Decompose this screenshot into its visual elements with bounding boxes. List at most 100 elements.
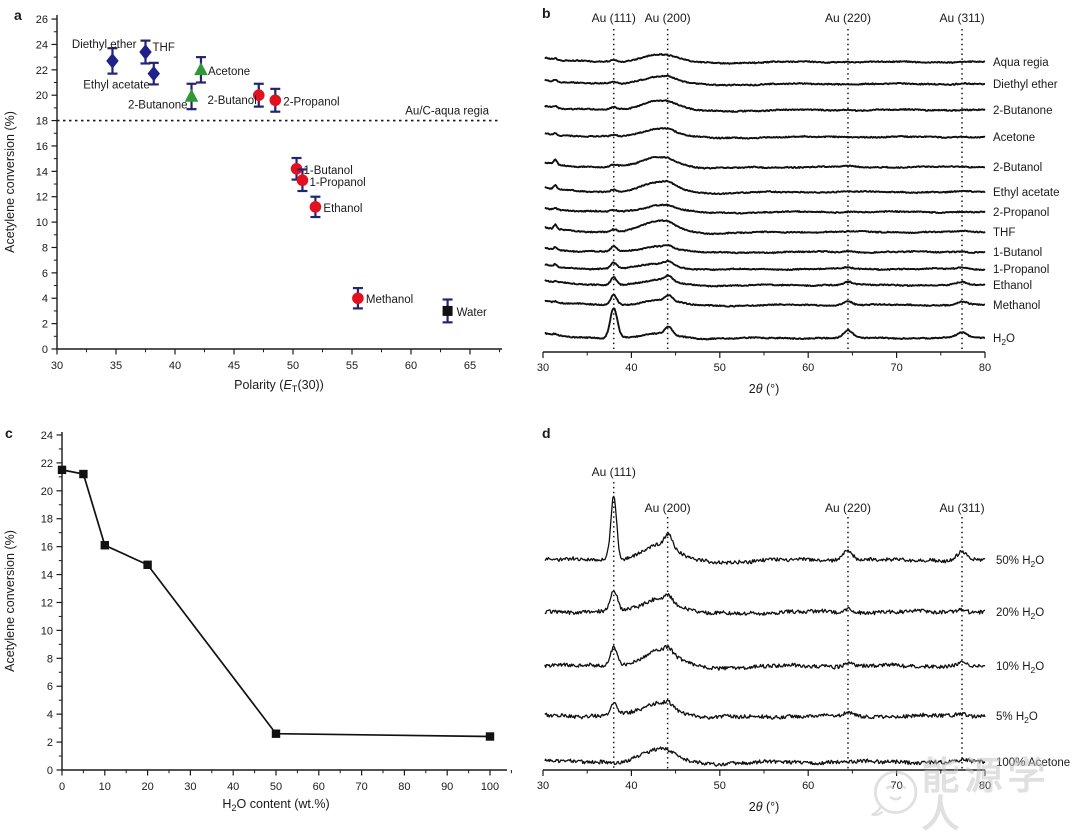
xrd-trace-10-h-o: 10% H2O xyxy=(544,645,1044,675)
x-tick-label: 80 xyxy=(979,362,991,374)
trace-label: Diethyl ether xyxy=(993,79,1058,91)
panel-label-d: d xyxy=(542,425,551,441)
x-axis-label: 2θ (°) xyxy=(749,382,780,396)
x-tick-label: 30 xyxy=(51,360,63,372)
y-tick-label: 18 xyxy=(41,514,53,526)
peak-annotation-label: Au (200) xyxy=(645,501,691,515)
xrd-trace-100-acetone: 100% Acetone xyxy=(544,746,1070,769)
x-tick-label: 35 xyxy=(110,360,122,372)
x-axis-label: H2O content (wt.%) xyxy=(222,797,329,813)
xrd-trace-aqua-regia: Aqua regia xyxy=(544,53,1049,69)
trace-label: 10% H2O xyxy=(996,661,1044,675)
x-tick-label: 100 xyxy=(481,781,499,793)
y-tick-label: 22 xyxy=(36,65,48,77)
y-tick-label: 24 xyxy=(41,430,53,442)
data-point-methanol: Methanol xyxy=(352,286,413,310)
x-tick-label: 90 xyxy=(441,781,453,793)
peak-annotation-label: Au (200) xyxy=(645,11,691,25)
peak-annotation-label: Au (311) xyxy=(939,501,984,515)
xrd-trace-2-butanol: 2-Butanol xyxy=(544,155,1042,174)
x-tick-label: 60 xyxy=(313,781,325,793)
data-point-100 xyxy=(485,732,495,741)
y-tick-label: 10 xyxy=(36,217,48,229)
y-tick-label: 22 xyxy=(41,458,53,470)
point-label: Acetone xyxy=(208,66,250,78)
xrd-trace-5-h-o: 5% H2O xyxy=(544,699,1038,725)
data-point-water: Water xyxy=(442,298,487,324)
x-tick-label: 65 xyxy=(464,360,476,372)
x-tick-label: 30 xyxy=(184,781,196,793)
point-label: 1-Butanol xyxy=(304,165,353,177)
marker-circle xyxy=(269,94,282,107)
x-tick-label: 55 xyxy=(346,360,358,372)
y-tick-label: 24 xyxy=(36,39,48,51)
point-label: THF xyxy=(153,42,175,54)
trace-label: 2-Propanol xyxy=(993,207,1049,219)
data-point-20 xyxy=(143,560,152,569)
data-line xyxy=(61,469,491,738)
x-tick-label: 60 xyxy=(802,780,814,792)
y-tick-label: 26 xyxy=(36,14,48,26)
x-tick-label: 80 xyxy=(979,780,991,792)
panel-b-xrd-chart: b Au (111) Au (200) Au (220) Au (311) 30 40 50 6… xyxy=(537,5,1060,396)
panel-label-a: a xyxy=(14,7,22,23)
x-tick-label: 30 xyxy=(537,780,549,792)
trace-label: Ethanol xyxy=(993,280,1032,292)
data-point-diethyl-ether: Diethyl ether xyxy=(72,39,137,75)
point-label: Methanol xyxy=(366,294,413,306)
trace-label: 50% H2O xyxy=(996,555,1044,569)
x-tick-label: 60 xyxy=(405,360,417,372)
trace-label: 5% H2O xyxy=(996,711,1038,725)
x-axis-label: Polarity (ET(30)) xyxy=(234,378,324,394)
data-point-1-butanol: 1-Butanol xyxy=(290,156,353,181)
y-axis-label: Acetylene conversion (%) xyxy=(3,530,17,672)
x-tick-label: 40 xyxy=(625,362,637,374)
panel-c-line-chart: c0 10 20 30 40 50 60 70 80 90 10002468101214161820… xyxy=(3,425,512,813)
point-label: Ethanol xyxy=(323,203,362,215)
y-tick-label: 20 xyxy=(41,486,53,498)
marker-circle xyxy=(309,201,322,213)
x-tick-label: 70 xyxy=(890,362,902,374)
y-tick-label: 12 xyxy=(41,597,53,609)
peak-annotation-label: Au (220) xyxy=(825,501,871,515)
peak-annotation-label: Au (111) xyxy=(592,465,636,479)
data-point-0 xyxy=(57,465,67,475)
data-point-thf: THF xyxy=(139,39,175,65)
xrd-trace-1-butanol: 1-Butanol xyxy=(544,243,1042,259)
panel-label-b: b xyxy=(542,5,551,21)
marker-diamond xyxy=(147,65,161,82)
x-tick-label: 50 xyxy=(714,780,726,792)
x-tick-label: 20 xyxy=(141,781,153,793)
marker-diamond xyxy=(139,44,152,60)
y-tick-label: 0 xyxy=(42,344,48,356)
y-tick-label: 16 xyxy=(36,141,48,153)
xrd-trace-acetone: Acetone xyxy=(544,127,1035,144)
xrd-trace-methanol: Methanol xyxy=(544,293,1040,312)
trace-label: 2-Butanone xyxy=(993,105,1052,117)
trace-label: 20% H2O xyxy=(996,607,1044,621)
x-tick-label: 40 xyxy=(227,781,239,793)
x-tick-label: 40 xyxy=(169,360,181,372)
xrd-trace-20-h-o: 20% H2O xyxy=(544,590,1044,621)
trace-label: THF xyxy=(993,227,1015,239)
y-tick-label: 4 xyxy=(47,709,53,721)
point-label: Diethyl ether xyxy=(72,39,137,51)
y-tick-label: 6 xyxy=(47,681,53,693)
xrd-trace-2-propanol: 2-Propanol xyxy=(544,203,1049,219)
y-tick-label: 8 xyxy=(47,653,53,665)
point-label: 2-Butanol xyxy=(208,95,257,107)
point-label: 2-Butanone xyxy=(128,99,187,111)
marker-circle xyxy=(352,292,364,305)
trace-label: 1-Butanol xyxy=(993,247,1042,259)
y-tick-label: 16 xyxy=(41,542,53,554)
reference-line-label: Au/C-aqua regia xyxy=(405,106,489,118)
marker-circle xyxy=(296,174,309,187)
x-tick-label: 10 xyxy=(99,781,111,793)
marker-triangle xyxy=(194,62,208,76)
xrd-trace-ethyl-acetate: Ethyl acetate xyxy=(544,179,1059,199)
xrd-trace-diethyl-ether: Diethyl ether xyxy=(544,74,1058,91)
data-point-1-propanol: 1-Propanol xyxy=(296,168,366,193)
y-tick-label: 18 xyxy=(36,116,48,128)
y-tick-label: 8 xyxy=(42,242,48,254)
